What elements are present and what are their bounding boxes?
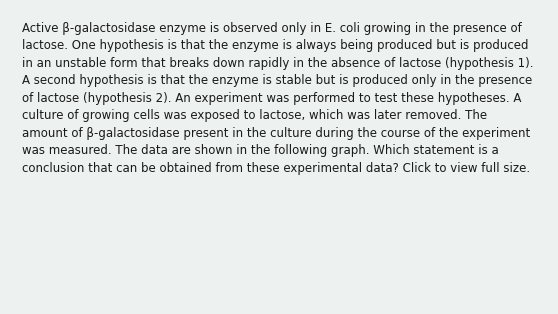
Text: Active β-galactosidase enzyme is observed only in E. coli growing in the presenc: Active β-galactosidase enzyme is observe… (22, 22, 534, 175)
